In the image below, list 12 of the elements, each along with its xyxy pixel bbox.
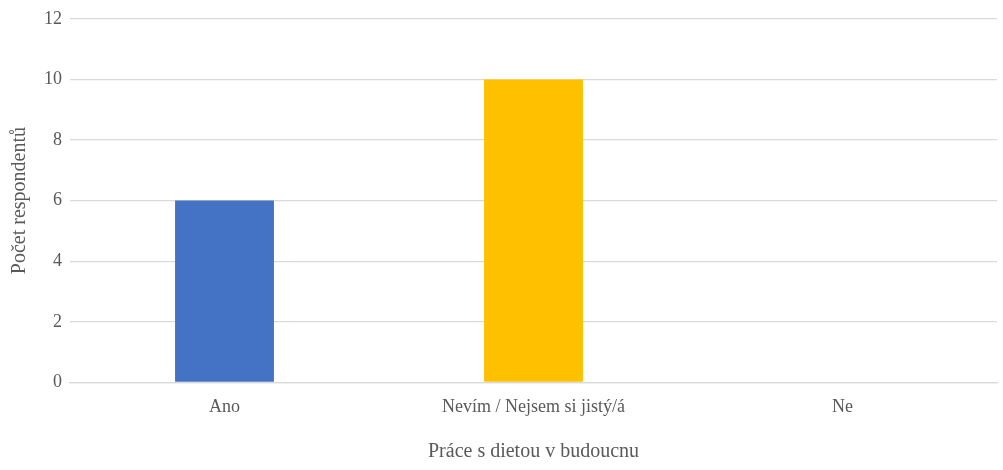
y-tick-label: 6	[53, 189, 62, 210]
y-tick-label: 12	[44, 7, 62, 28]
x-tick-label: Nevím / Nejsem si jistý/á	[442, 395, 625, 416]
x-tick-label: Ano	[209, 395, 240, 416]
x-axis-title: Práce s dietou v budoucnu	[427, 439, 640, 462]
y-tick-label: 8	[53, 128, 62, 149]
y-tick-label: 0	[53, 371, 62, 392]
y-tick-label: 4	[53, 249, 62, 270]
y-tick-label: 2	[53, 310, 62, 331]
y-tick-label: 10	[44, 68, 62, 89]
y-axis-title: Počet respondentů	[7, 127, 31, 275]
x-tick-label: Ne	[832, 395, 853, 416]
